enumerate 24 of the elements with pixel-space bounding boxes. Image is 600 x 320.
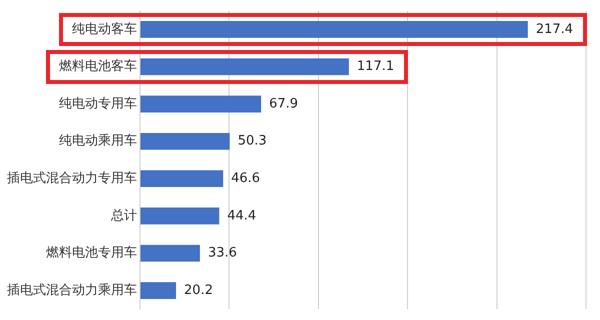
bar — [140, 282, 176, 299]
y-tick-label: 燃料电池客车 — [59, 58, 137, 74]
data-label: 117.1 — [356, 59, 394, 74]
y-tick-label: 纯电动客车 — [72, 20, 137, 37]
data-label: 33.6 — [208, 246, 237, 261]
y-tick-label: 纯电动专用车 — [59, 96, 137, 112]
data-label: 44.4 — [227, 208, 256, 224]
data-label: 217.4 — [536, 22, 574, 37]
bar — [140, 244, 200, 262]
y-tick-label: 插电式混合动力专用车 — [7, 171, 137, 186]
bar — [140, 170, 224, 188]
bar — [140, 21, 528, 38]
y-tick-label: 插电式混合动力乘用车 — [7, 282, 137, 298]
data-label: 50.3 — [238, 134, 267, 149]
bar — [140, 58, 349, 76]
bar — [140, 132, 230, 150]
y-tick-label: 纯电动乘用车 — [59, 134, 137, 149]
data-label: 67.9 — [269, 96, 298, 112]
y-tick-label: 燃料电池专用车 — [46, 246, 137, 261]
data-label: 20.2 — [184, 282, 213, 298]
bar — [140, 96, 262, 112]
bar — [140, 208, 220, 224]
data-label: 46.6 — [231, 171, 260, 186]
y-tick-label: 总计 — [110, 208, 137, 224]
